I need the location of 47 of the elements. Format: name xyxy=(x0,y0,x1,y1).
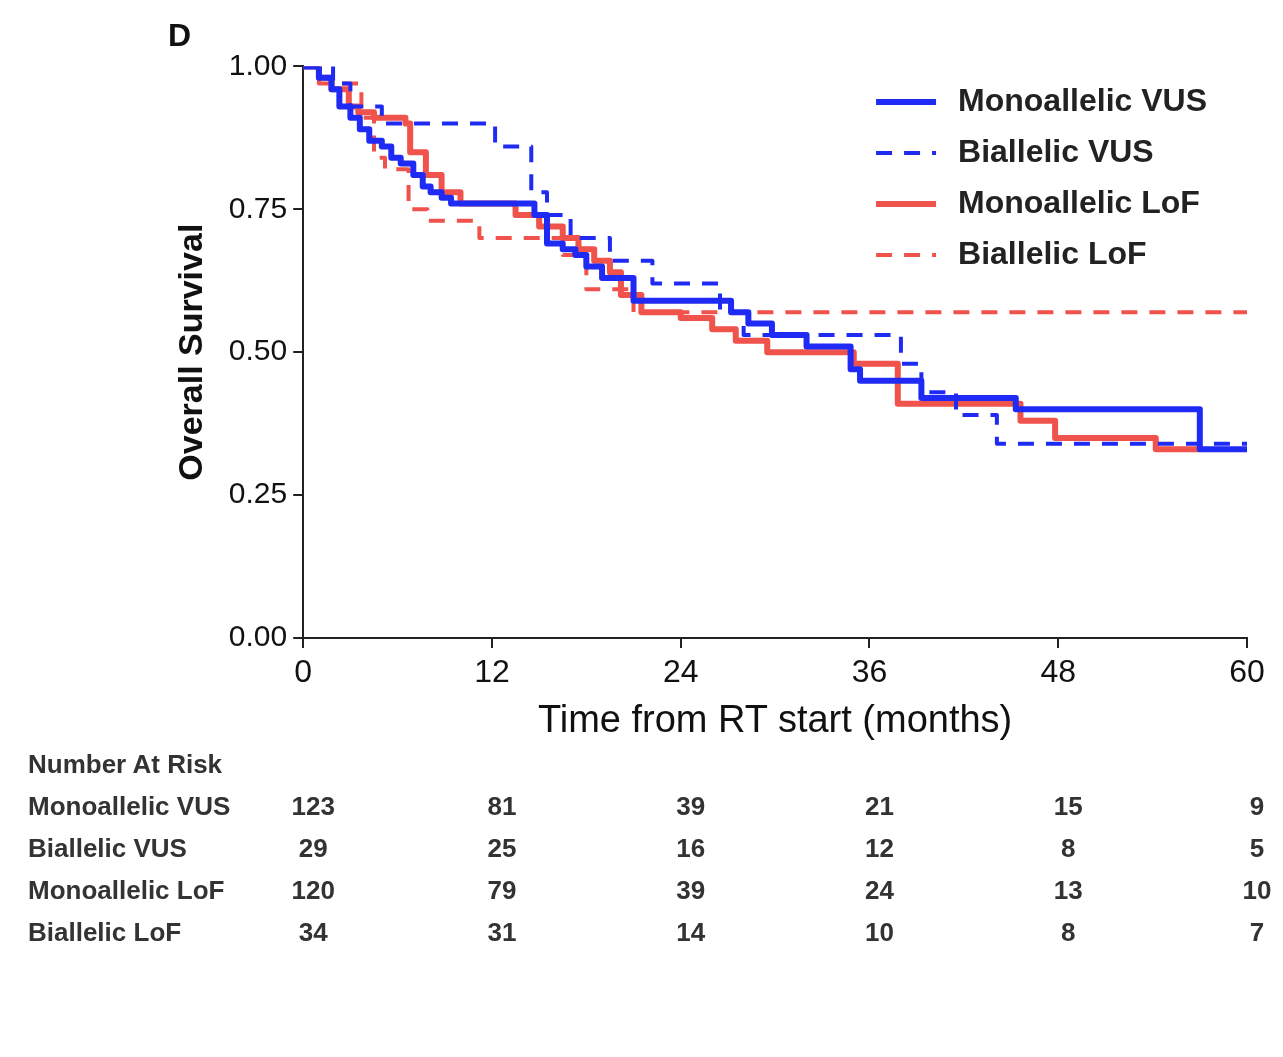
text: 13 xyxy=(1053,875,1083,906)
text: Monoallelic LoF xyxy=(28,875,225,906)
text: 81 xyxy=(487,791,517,822)
legend-label: Biallelic VUS xyxy=(958,132,1154,169)
text: 39 xyxy=(676,791,706,822)
text: Biallelic VUS xyxy=(28,833,187,864)
text: 79 xyxy=(487,875,517,906)
y-tick-label: 0.25 xyxy=(228,476,288,510)
y-axis-title: Overall Survival xyxy=(170,223,209,481)
text: Number At Risk xyxy=(28,749,223,780)
text: 24 xyxy=(865,875,895,906)
text: 8 xyxy=(1061,917,1076,948)
text: 120 xyxy=(291,875,335,906)
text: 39 xyxy=(676,875,706,906)
x-tick-label: 0 xyxy=(294,653,313,690)
x-axis-title: Time from RT start (months) xyxy=(537,697,1013,740)
text: 14 xyxy=(676,917,706,948)
text: Monoallelic VUS xyxy=(28,791,231,822)
text: 10 xyxy=(865,917,894,948)
chart-title: D xyxy=(168,17,192,54)
x-tick-label: 36 xyxy=(851,653,888,690)
y-tick-label: 0.50 xyxy=(228,333,288,367)
text: 29 xyxy=(298,833,328,864)
legend-label: Monoallelic VUS xyxy=(958,81,1207,118)
text: 12 xyxy=(865,833,894,864)
text: 9 xyxy=(1249,791,1265,822)
x-tick-label: 12 xyxy=(474,653,510,690)
y-tick-label: 0.75 xyxy=(228,190,288,224)
text: 16 xyxy=(676,833,706,864)
text: 10 xyxy=(1242,875,1272,906)
text: 25 xyxy=(487,833,517,864)
x-tick-label: 60 xyxy=(1229,653,1265,690)
x-tick-label: 24 xyxy=(662,653,699,690)
text: 21 xyxy=(865,791,894,822)
text: 31 xyxy=(487,917,517,948)
text: Biallelic LoF xyxy=(28,917,182,948)
text: 15 xyxy=(1053,791,1083,822)
x-tick-label: 48 xyxy=(1040,653,1077,690)
text: 7 xyxy=(1249,917,1265,948)
legend-label: Monoallelic LoF xyxy=(958,183,1200,220)
y-tick-label: 0.00 xyxy=(228,619,288,653)
text: 34 xyxy=(298,917,329,948)
text: 8 xyxy=(1061,833,1076,864)
text: 5 xyxy=(1249,833,1265,864)
text: 123 xyxy=(291,791,335,822)
legend-label: Biallelic LoF xyxy=(958,234,1147,271)
y-tick-label: 1.00 xyxy=(228,47,288,81)
